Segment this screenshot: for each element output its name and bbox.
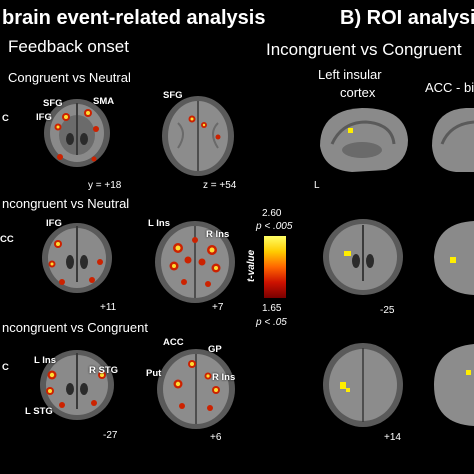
panel-a-title: brain event-related analysis bbox=[2, 7, 266, 29]
roi-coronal-left bbox=[316, 215, 410, 299]
label-r-ins-3: R Ins bbox=[212, 372, 236, 383]
row2-edge-label: CC bbox=[0, 234, 14, 245]
row3-condition: ncongruent vs Congruent bbox=[2, 320, 148, 335]
panel-b-title: B) ROI analysis bbox=[340, 7, 474, 29]
label-r-ins-2: R Ins bbox=[206, 229, 230, 240]
label-r-stg: R STG bbox=[89, 365, 119, 376]
label-sfg-2: SFG bbox=[163, 90, 183, 101]
roi-axial-left bbox=[316, 340, 410, 430]
row2-condition: ncongruent vs Neutral bbox=[2, 196, 130, 211]
label-ifg-1: IFG bbox=[36, 112, 52, 123]
colorbar-top-value: 2.60 bbox=[262, 208, 282, 219]
brain-coronal-row3 bbox=[34, 345, 120, 425]
brain-axial-row2 bbox=[150, 218, 240, 306]
panel-b-col1-line2: cortex bbox=[340, 85, 376, 100]
brain-axial-row3 bbox=[152, 346, 240, 432]
colorbar-bottom-value: 1.65 bbox=[262, 303, 282, 314]
colorbar-top-p: p < .005 bbox=[256, 221, 293, 232]
label-ifg-2: IFG bbox=[46, 218, 62, 229]
panel-b-col1-line1: Left insular bbox=[318, 67, 382, 82]
label-sma: SMA bbox=[93, 96, 115, 107]
brain-coronal-row2 bbox=[36, 220, 118, 298]
roi-coord-2: +14 bbox=[384, 432, 401, 443]
row2-coord-left: +11 bbox=[100, 302, 117, 313]
label-sfg-1: SFG bbox=[43, 98, 63, 109]
row3-coord-left: -27 bbox=[103, 430, 118, 441]
label-l-stg: L STG bbox=[25, 406, 53, 417]
roi-coronal-acc bbox=[430, 215, 474, 299]
row1-edge-label: C bbox=[2, 113, 9, 124]
label-gp: GP bbox=[208, 344, 222, 355]
roi-orientation-L: L bbox=[314, 180, 320, 191]
label-l-ins-2: L Ins bbox=[148, 218, 170, 229]
row1-coord-right: z = +54 bbox=[203, 180, 237, 191]
roi-coord-1: -25 bbox=[380, 305, 395, 316]
row3-edge-label: C bbox=[2, 362, 9, 373]
row1-coord-left: y = +18 bbox=[88, 180, 122, 191]
label-l-ins-3: L Ins bbox=[34, 355, 56, 366]
panel-a-subtitle: Feedback onset bbox=[8, 37, 129, 56]
colorbar-gradient bbox=[264, 236, 286, 298]
roi-axial-acc bbox=[430, 340, 474, 430]
panel-b-col2: ACC - bi bbox=[425, 80, 474, 95]
row3-coord-right: +6 bbox=[210, 432, 222, 443]
colorbar-axis-label: t-value bbox=[246, 249, 257, 282]
row2-coord-right: +7 bbox=[212, 302, 224, 313]
label-put: Put bbox=[146, 368, 162, 379]
panel-b-subtitle: Incongruent vs Congruent bbox=[266, 40, 462, 59]
roi-sagittal-left bbox=[312, 100, 414, 178]
roi-sagittal-acc bbox=[426, 100, 474, 178]
brain-coronal-row1 bbox=[38, 95, 116, 173]
brain-axial-row1 bbox=[158, 93, 238, 179]
label-acc: ACC bbox=[163, 337, 184, 348]
colorbar-bottom-p: p < .05 bbox=[256, 317, 287, 328]
row1-condition: Congruent vs Neutral bbox=[8, 70, 131, 85]
